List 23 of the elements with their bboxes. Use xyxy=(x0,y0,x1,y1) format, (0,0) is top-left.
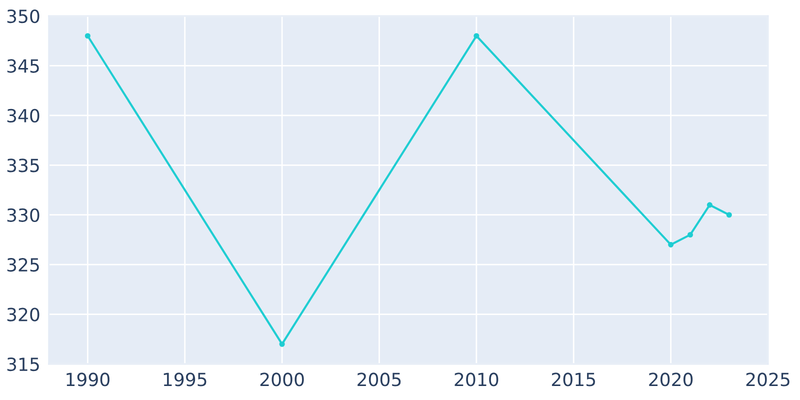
point xyxy=(279,341,285,347)
y-tick-label: 345 xyxy=(7,59,39,73)
y-tick-label: 335 xyxy=(7,158,39,172)
point xyxy=(84,33,90,39)
y-tick-label: 350 xyxy=(7,9,40,24)
point xyxy=(706,202,712,208)
y-tick-label: 325 xyxy=(7,258,39,272)
x-tick-label: 2020 xyxy=(649,372,693,386)
y-tick-label: 320 xyxy=(7,308,40,322)
x-tick-label: 2010 xyxy=(454,372,498,386)
x-tick-label: 1990 xyxy=(66,372,110,386)
point xyxy=(668,242,674,248)
x-tick-label: 2000 xyxy=(260,372,304,386)
x-tick-label: 2005 xyxy=(358,372,401,386)
y-tick-label: 340 xyxy=(7,108,40,123)
x-tick-label: 2025 xyxy=(746,372,790,386)
point xyxy=(474,33,480,39)
y-tick-label: 330 xyxy=(7,208,40,222)
x-tick-label: 1995 xyxy=(164,372,206,386)
x-tick-label: 2015 xyxy=(552,372,596,386)
point xyxy=(726,212,732,218)
point xyxy=(687,232,694,238)
y-tick-label: 315 xyxy=(7,357,39,372)
